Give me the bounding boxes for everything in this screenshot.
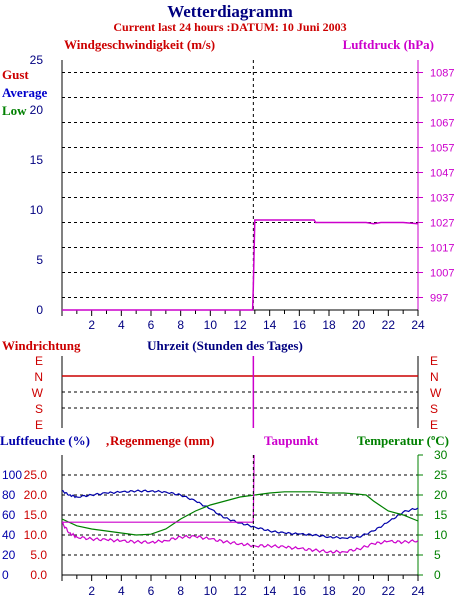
- rain-tick-label: 15.0: [24, 508, 48, 522]
- temperature-tick-label: 5: [434, 548, 441, 562]
- chart-title: Wetterdiagramm: [167, 2, 293, 21]
- p3-hour-tick-label: 12: [233, 584, 247, 598]
- pressure-tick-label: 1077: [430, 93, 454, 105]
- direction-tick-label-left: E: [35, 418, 43, 432]
- hour-tick-label: 2: [88, 318, 95, 332]
- humidity-tick-label: 40: [2, 528, 16, 542]
- pressure-tick-label: 1037: [430, 193, 454, 205]
- wind-pressure-series: [62, 219, 419, 311]
- rain-axis-label: Regenmenge (mm): [110, 433, 214, 448]
- wind-speed-tick-label: 25: [30, 53, 44, 67]
- rain-tick-label: 25.0: [24, 468, 48, 482]
- p3-hour-tick-label: 24: [411, 584, 425, 598]
- p3-hour-tick-label: 6: [148, 584, 155, 598]
- direction-tick-label-left: N: [34, 370, 43, 384]
- humidity-temp-axes: 0 5 10 15 20 25 30 0 20 40 60 80 100 0.0 5.0 10.0 15.0 20…: [2, 448, 448, 598]
- hour-tick-label: 14: [263, 318, 277, 332]
- direction-tick-label-right: E: [430, 418, 438, 432]
- rain-series-line: [62, 454, 255, 523]
- pressure-tick-label: 1017: [430, 243, 454, 255]
- temperature-tick-label: 10: [434, 528, 448, 542]
- wind-speed-axis-label: Windgeschwindigkeit (m/s): [64, 37, 215, 52]
- pressure-tick-label: 1057: [430, 143, 454, 155]
- temperature-tick-label: 25: [434, 468, 448, 482]
- wind-speed-tick-label: 10: [30, 203, 44, 217]
- temperature-tick-label: 30: [434, 448, 448, 462]
- rain-tick-label: 10.0: [24, 528, 48, 542]
- wind-speed-tick-label: 20: [30, 103, 44, 117]
- pressure-axis-label: Luftdruck (hPa): [343, 37, 434, 52]
- rain-tick-label: 5.0: [30, 548, 47, 562]
- hour-tick-label: 8: [177, 318, 184, 332]
- hour-tick-label: 10: [204, 318, 218, 332]
- direction-tick-label-right: S: [430, 402, 438, 416]
- rain-tick-label: 0.0: [30, 568, 47, 582]
- dewpoint-series-line: [61, 522, 419, 554]
- p3-hour-tick-label: 10: [204, 584, 218, 598]
- pressure-tick-label: 1047: [430, 168, 454, 180]
- humidity-tick-label: 20: [2, 548, 16, 562]
- humidity-tick-label: 60: [2, 508, 16, 522]
- dewpoint-label: Taupunkt: [264, 433, 319, 448]
- p3-hour-tick-label: 4: [118, 584, 125, 598]
- hour-tick-label: 22: [382, 318, 396, 332]
- p3-hour-tick-label: 14: [263, 584, 277, 598]
- hour-tick-label: 6: [148, 318, 155, 332]
- legend-average: Average: [2, 85, 47, 100]
- humidity-tick-label: 0: [2, 568, 9, 582]
- humidity-tick-label: 100: [2, 468, 22, 482]
- time-axis-label: Uhrzeit (Stunden des Tages): [147, 338, 303, 353]
- direction-tick-label-left: E: [35, 354, 43, 368]
- legend-low: Low: [2, 103, 27, 118]
- pressure-tick-label: 1027: [430, 218, 454, 230]
- hour-tick-label: 24: [411, 318, 425, 332]
- humidity-temp-grid: [62, 474, 418, 556]
- p3-hour-tick-label: 8: [177, 584, 184, 598]
- legend-gust: Gust: [2, 67, 29, 82]
- comma-separator: ,: [106, 433, 109, 448]
- direction-tick-label-left: S: [35, 402, 43, 416]
- wind-speed-tick-label: 0: [36, 303, 43, 317]
- direction-tick-label-left: W: [32, 386, 44, 400]
- p3-hour-tick-label: 18: [322, 584, 336, 598]
- temperature-tick-label: 0: [434, 568, 441, 582]
- p3-hour-tick-label: 22: [382, 584, 396, 598]
- pressure-series-line: [62, 219, 419, 311]
- hour-tick-label: 16: [293, 318, 307, 332]
- temperature-tick-label: 15: [434, 508, 448, 522]
- hour-tick-label: 18: [322, 318, 336, 332]
- temperature-axis-label: Temperatur (ºC): [357, 433, 449, 448]
- temperature-tick-label: 20: [434, 488, 448, 502]
- humidity-axis-label: Luftfeuchte (%): [0, 433, 90, 448]
- rain-tick-label: 20.0: [24, 488, 48, 502]
- pressure-tick-label: 1087: [430, 68, 454, 80]
- wind-speed-tick-label: 15: [30, 153, 44, 167]
- temperature-series-line: [61, 491, 419, 536]
- humidity-tick-label: 80: [2, 488, 16, 502]
- pressure-tick-label: 997: [430, 293, 448, 305]
- wind-direction-label: Windrichtung: [2, 338, 81, 353]
- humidity-temp-series: [61, 454, 419, 575]
- hour-tick-label: 4: [118, 318, 125, 332]
- pressure-tick-label: 1007: [430, 268, 454, 280]
- chart-subtitle: Current last 24 hours :DATUM: 10 Juni 20…: [113, 20, 346, 34]
- p3-hour-tick-label: 2: [88, 584, 95, 598]
- humidity-series-line: [61, 489, 419, 540]
- p3-hour-tick-label: 20: [352, 584, 366, 598]
- direction-tick-label-right: E: [430, 354, 438, 368]
- wind-pressure-axes: 997 1007 1017 1027 1037 1047 1057 1067 1077 1087 0…: [30, 53, 455, 332]
- wind-speed-tick-label: 5: [36, 253, 43, 267]
- hour-tick-label: 12: [233, 318, 247, 332]
- pressure-tick-label: 1067: [430, 118, 454, 130]
- wind-pressure-grid: [62, 72, 418, 298]
- direction-tick-label-right: N: [430, 370, 439, 384]
- wind-direction-panel: E EN NW WS SE E: [32, 354, 442, 432]
- hour-tick-label: 20: [352, 318, 366, 332]
- direction-tick-label-right: W: [430, 386, 442, 400]
- p3-hour-tick-label: 16: [293, 584, 307, 598]
